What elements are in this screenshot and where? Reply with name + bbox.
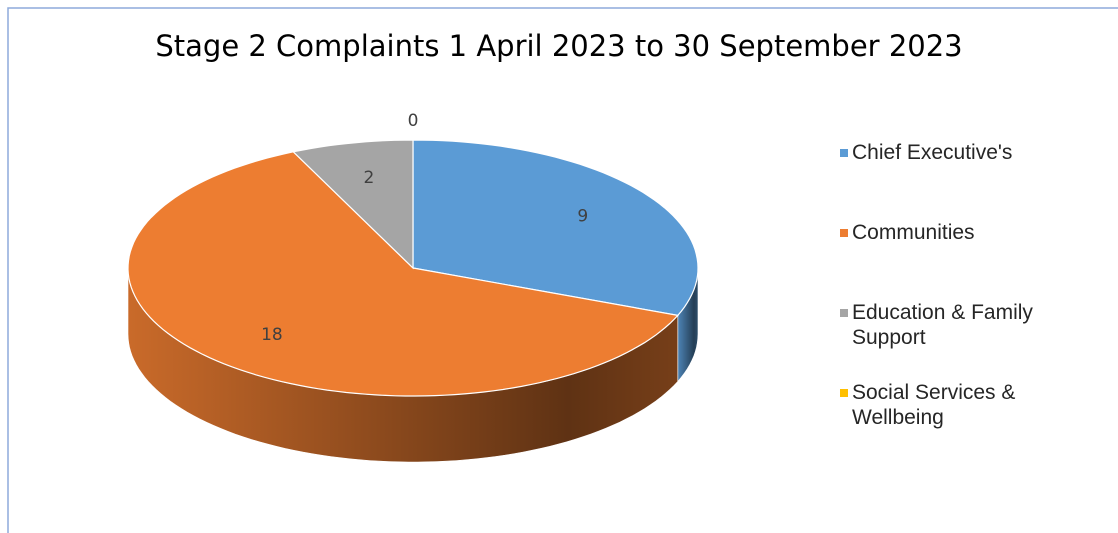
legend-swatch <box>840 389 848 397</box>
legend-swatch <box>840 229 848 237</box>
legend-label: Chief Executive's <box>852 141 1013 164</box>
data-label: 2 <box>363 168 374 188</box>
data-label: 0 <box>408 111 419 131</box>
legend-label: Education & Family Support <box>852 301 1033 349</box>
legend-item: Communities <box>832 220 1072 245</box>
data-label: 18 <box>261 325 283 345</box>
pie: 9 18 2 0 <box>127 111 699 463</box>
slice <box>412 139 699 317</box>
legend-label: Communities <box>852 221 975 244</box>
legend-item: Education & Family Support <box>832 300 1072 350</box>
data-label: 9 <box>577 206 588 226</box>
legend-swatch <box>840 149 848 157</box>
legend-swatch <box>840 309 848 317</box>
legend: Chief Executive's Communities Education & … <box>832 140 1072 460</box>
slice <box>127 151 680 397</box>
chart-frame <box>7 7 1118 533</box>
legend-label: Social Services & Wellbeing <box>852 381 1016 429</box>
legend-item: Chief Executive's <box>832 140 1072 165</box>
legend-item: Social Services & Wellbeing <box>832 380 1072 430</box>
chart-title: Stage 2 Complaints 1 April 2023 to 30 Se… <box>155 29 962 63</box>
slice <box>292 139 414 270</box>
